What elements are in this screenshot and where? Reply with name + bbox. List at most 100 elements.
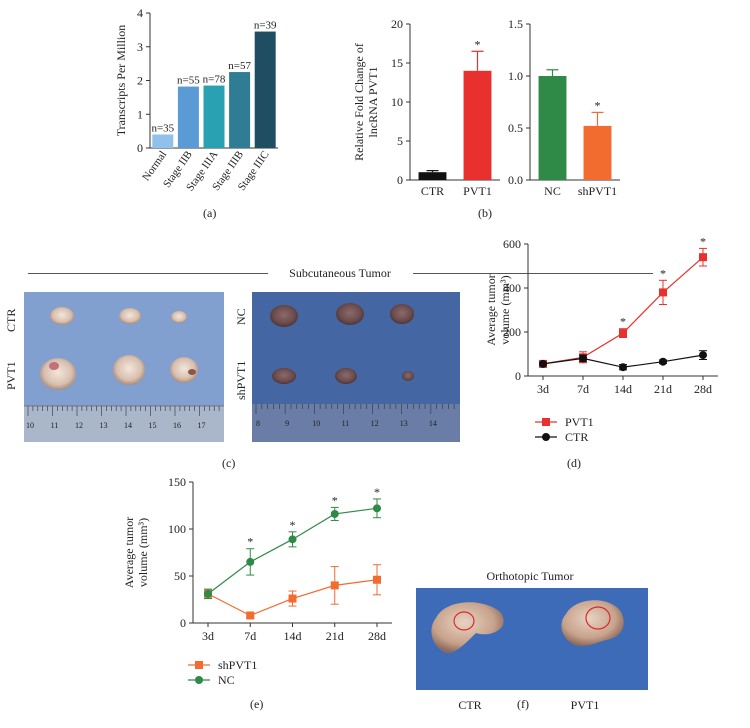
ruler-number: 12 bbox=[371, 419, 379, 428]
e-legend-label: NC bbox=[218, 673, 235, 687]
a-y-tick-label: 4 bbox=[137, 6, 143, 20]
a-y-tick-label: 0 bbox=[137, 141, 143, 155]
ruler-number: 10 bbox=[312, 419, 320, 428]
panel-label-d: (d) bbox=[567, 456, 581, 470]
photo-c-title-rule-right bbox=[413, 273, 653, 274]
b2-significance: * bbox=[595, 98, 601, 112]
b1-x-tick-label: CTR bbox=[421, 184, 444, 198]
b1-x-tick-label: PVT1 bbox=[463, 184, 492, 198]
b1-significance: * bbox=[475, 37, 481, 51]
b1-y-label-line1: Relative Fold Change of bbox=[352, 43, 366, 161]
b1-y-tick-label: 20 bbox=[391, 17, 403, 31]
d-point bbox=[539, 359, 547, 368]
e-point bbox=[288, 535, 297, 544]
ruler-number: 13 bbox=[400, 419, 408, 428]
d-legend-label: PVT1 bbox=[565, 415, 594, 429]
panel-label-f: (f) bbox=[517, 697, 529, 711]
d-point bbox=[619, 329, 627, 338]
a-bar bbox=[177, 86, 199, 148]
d-x-tick-label: 28d bbox=[694, 382, 712, 396]
d-y-label-line1: Average tumor bbox=[484, 274, 498, 345]
d-x-tick-label: 14d bbox=[614, 382, 632, 396]
ruler-number: 13 bbox=[100, 421, 108, 430]
d-x-tick-label: 21d bbox=[654, 382, 672, 396]
e-x-tick-label: 7d bbox=[244, 629, 256, 643]
photo-subcutaneous-right: 8 9 10 11 12 13 14 bbox=[252, 292, 460, 442]
e-point bbox=[204, 589, 212, 598]
e-significance: * bbox=[374, 485, 380, 499]
d-y-label-line2: volume (mm³) bbox=[498, 275, 512, 344]
e-point bbox=[373, 504, 381, 513]
photo-c-title: Subcutaneous Tumor bbox=[289, 266, 391, 280]
d-legend-marker bbox=[542, 433, 550, 441]
photo-c-title-rule bbox=[28, 273, 268, 274]
photo-f-label-ctr: CTR bbox=[458, 698, 482, 712]
e-y-label-line2: volume (mm³) bbox=[136, 518, 150, 587]
e-y-tick-label: 100 bbox=[168, 522, 186, 536]
d-point bbox=[619, 363, 627, 372]
a-bar-annotation: n=78 bbox=[203, 74, 226, 86]
e-point bbox=[246, 557, 255, 566]
e-significance: * bbox=[290, 518, 296, 532]
d-x-tick-label: 3d bbox=[537, 382, 549, 396]
a-y-tick-label: 3 bbox=[137, 40, 143, 54]
e-legend-marker bbox=[195, 661, 203, 669]
d-legend-marker bbox=[542, 418, 550, 426]
b2-y-tick-label: 0.0 bbox=[508, 173, 523, 187]
e-point bbox=[330, 581, 339, 590]
b2-y-tick-label: 1.5 bbox=[508, 17, 523, 31]
a-bar-annotation: n=39 bbox=[254, 20, 277, 32]
b1-y-tick-label: 0 bbox=[397, 173, 403, 187]
panel-label-a: (a) bbox=[203, 206, 217, 220]
e-y-tick-label: 150 bbox=[168, 475, 186, 489]
d-y-tick-label: 600 bbox=[503, 237, 521, 251]
d-point bbox=[579, 354, 587, 363]
ruler-number: 17 bbox=[198, 421, 206, 430]
a-bar-annotation: n=57 bbox=[228, 60, 251, 72]
e-significance: * bbox=[247, 535, 253, 549]
b2-x-tick-label: NC bbox=[544, 184, 561, 198]
a-y-label: Transcripts Per Million bbox=[114, 25, 128, 137]
d-y-tick-label: 200 bbox=[503, 325, 521, 339]
d-y-tick-label: 400 bbox=[503, 281, 521, 295]
ruler-ticks-left: 10 11 12 13 14 15 16 17 bbox=[26, 406, 220, 430]
e-y-tick-label: 50 bbox=[174, 569, 186, 583]
ruler-number: 14 bbox=[124, 421, 132, 430]
d-legend-label: CTR bbox=[565, 430, 588, 444]
b1-y-label-line2: lncRNA PVT1 bbox=[366, 66, 380, 137]
a-y-tick-label: 2 bbox=[137, 74, 143, 88]
e-significance: * bbox=[332, 493, 338, 507]
e-x-tick-label: 14d bbox=[284, 629, 302, 643]
photo-f-title: Orthotopic Tumor bbox=[486, 569, 574, 583]
photo-subcutaneous-left: 10 11 12 13 14 15 16 17 bbox=[24, 292, 224, 442]
b1-bar bbox=[418, 172, 447, 180]
ruler-number: 11 bbox=[51, 421, 59, 430]
b1-y-tick-label: 15 bbox=[391, 56, 403, 70]
ruler-number: 16 bbox=[173, 421, 181, 430]
e-point bbox=[288, 594, 297, 603]
a-bar bbox=[152, 134, 174, 148]
e-legend-marker bbox=[195, 676, 203, 684]
ruler-number: 15 bbox=[149, 421, 157, 430]
d-point bbox=[699, 351, 707, 360]
e-point bbox=[246, 611, 255, 620]
a-bar bbox=[229, 72, 251, 148]
e-legend-label: shPVT1 bbox=[218, 658, 257, 672]
d-significance: * bbox=[660, 266, 666, 280]
ruler-number: 12 bbox=[75, 421, 83, 430]
ruler-number: 10 bbox=[26, 421, 34, 430]
a-bar-annotation: n=55 bbox=[177, 75, 200, 87]
ruler-number: 9 bbox=[285, 419, 289, 428]
e-x-tick-label: 3d bbox=[202, 629, 214, 643]
a-bar bbox=[254, 31, 276, 148]
b1-y-tick-label: 5 bbox=[397, 134, 403, 148]
e-point bbox=[330, 509, 339, 518]
e-x-tick-label: 28d bbox=[368, 629, 386, 643]
ruler-ticks-right: 8 9 10 11 12 13 14 bbox=[255, 404, 455, 428]
b1-y-tick-label: 10 bbox=[391, 95, 403, 109]
